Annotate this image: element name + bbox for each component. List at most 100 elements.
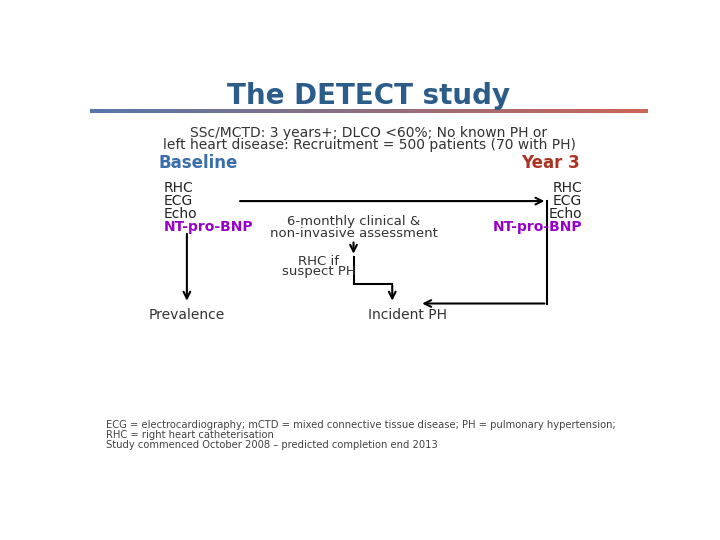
Bar (132, 109, 134, 112)
Bar (469, 109, 471, 112)
Bar (184, 109, 185, 112)
Bar (112, 109, 114, 112)
Bar (440, 109, 441, 112)
Bar (590, 109, 593, 112)
Bar (287, 109, 289, 112)
Bar (552, 109, 553, 112)
Bar (179, 109, 181, 112)
Bar (220, 109, 222, 112)
Bar (577, 109, 578, 112)
Bar (388, 109, 390, 112)
Bar (378, 109, 379, 112)
Bar (416, 109, 418, 112)
Bar (631, 109, 633, 112)
Bar (513, 109, 514, 112)
Bar (345, 109, 346, 112)
Bar (118, 109, 120, 112)
Bar (300, 109, 302, 112)
Text: 6-monthly clinical &: 6-monthly clinical & (287, 215, 420, 228)
Bar (308, 109, 310, 112)
Bar (338, 109, 339, 112)
Bar (348, 109, 351, 112)
Text: RHC = right heart catheterisation: RHC = right heart catheterisation (106, 430, 274, 440)
Bar (206, 109, 207, 112)
Bar (402, 109, 403, 112)
Bar (491, 109, 493, 112)
Bar (243, 109, 244, 112)
Bar (367, 109, 369, 112)
Bar (120, 109, 121, 112)
Bar (644, 109, 645, 112)
Bar (264, 109, 265, 112)
Bar (522, 109, 523, 112)
Bar (369, 109, 370, 112)
Bar (603, 109, 605, 112)
Bar (139, 109, 140, 112)
Text: non-invasive assessment: non-invasive assessment (269, 227, 438, 240)
Text: suspect PH: suspect PH (282, 266, 356, 279)
Bar (247, 109, 248, 112)
Bar (91, 109, 93, 112)
Bar (244, 109, 246, 112)
Text: RHC: RHC (552, 181, 582, 195)
Bar (176, 109, 179, 112)
Bar (427, 109, 428, 112)
Bar (449, 109, 451, 112)
Bar (500, 109, 501, 112)
Bar (581, 109, 582, 112)
Bar (312, 109, 314, 112)
Bar (494, 109, 496, 112)
Bar (318, 109, 320, 112)
Bar (571, 109, 572, 112)
Bar (328, 109, 329, 112)
Bar (563, 109, 564, 112)
Bar (550, 109, 552, 112)
Bar (408, 109, 409, 112)
Bar (532, 109, 534, 112)
Bar (305, 109, 307, 112)
Bar (385, 109, 387, 112)
Bar (540, 109, 542, 112)
Bar (111, 109, 112, 112)
Bar (377, 109, 378, 112)
Bar (426, 109, 427, 112)
Bar (446, 109, 449, 112)
Bar (486, 109, 487, 112)
Bar (501, 109, 503, 112)
Bar (354, 109, 356, 112)
Bar (624, 109, 626, 112)
Bar (189, 109, 191, 112)
Bar (465, 109, 467, 112)
Bar (115, 109, 117, 112)
Bar (636, 109, 637, 112)
Bar (608, 109, 609, 112)
Bar (351, 109, 353, 112)
Text: Study commenced October 2008 – predicted completion end 2013: Study commenced October 2008 – predicted… (106, 440, 437, 450)
Bar (510, 109, 511, 112)
Bar (210, 109, 212, 112)
Bar (97, 109, 99, 112)
Bar (237, 109, 238, 112)
Bar (596, 109, 598, 112)
Bar (418, 109, 420, 112)
Text: Year 3: Year 3 (521, 154, 580, 172)
Bar (350, 109, 352, 112)
Bar (451, 109, 452, 112)
Bar (412, 109, 413, 112)
Bar (641, 109, 643, 112)
Bar (277, 109, 279, 112)
Bar (620, 109, 621, 112)
Bar (589, 109, 591, 112)
Bar (170, 109, 171, 112)
Bar (341, 109, 342, 112)
Bar (356, 109, 357, 112)
Bar (472, 109, 474, 112)
Bar (104, 109, 106, 112)
Bar (223, 109, 225, 112)
Bar (605, 109, 606, 112)
Bar (433, 109, 434, 112)
Bar (225, 109, 228, 112)
Bar (595, 109, 596, 112)
Bar (399, 109, 401, 112)
Bar (390, 109, 391, 112)
